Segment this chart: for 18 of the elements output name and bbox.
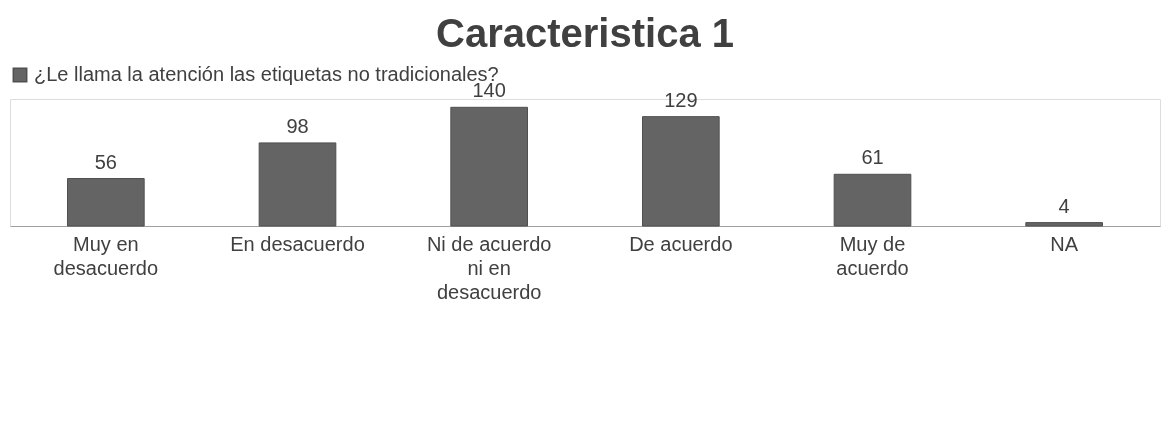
bar (67, 178, 145, 227)
data-label: 129 (664, 88, 698, 111)
bar (258, 142, 337, 227)
chart-title: Caracteristica 1 (436, 11, 734, 55)
x-tick-label: Ni de acuerdo ni en desacuerdo (426, 232, 552, 303)
bar (450, 106, 528, 227)
bar (1025, 222, 1103, 227)
data-label: 61 (861, 146, 884, 169)
bar (833, 173, 912, 227)
x-tick-label: NA (1050, 232, 1079, 255)
x-tick-label: Muy de acuerdo (836, 232, 909, 279)
data-label: 4 (1058, 194, 1070, 217)
x-tick-label: En desacuerdo (230, 232, 365, 255)
bar (642, 116, 720, 227)
x-tick-label: Muy en desacuerdo (53, 232, 159, 279)
data-label: 98 (286, 114, 309, 137)
data-label: 56 (94, 150, 117, 173)
x-tick-label: De acuerdo (629, 232, 733, 255)
